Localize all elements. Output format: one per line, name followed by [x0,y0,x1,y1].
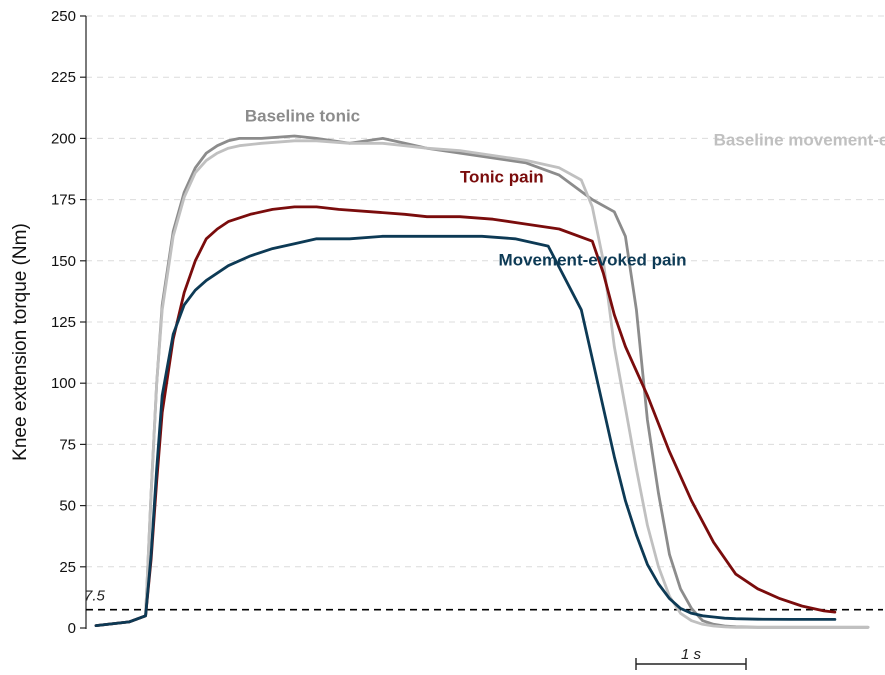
threshold-label: 7.5 [84,588,106,605]
series-label-baseline-tonic: Baseline tonic [245,106,360,125]
y-tick-label: 150 [51,253,76,270]
grid-lines [86,15,885,568]
series-labels: Baseline tonic Baseline movement-evoked To… [245,106,885,269]
y-tick-label: 50 [59,498,76,515]
scale-bar-label: 1 s [681,646,702,663]
y-tick-label: 100 [51,375,76,392]
series-label-baseline-movement-evoked: Baseline movement-evoked [714,131,885,150]
y-tick-label: 175 [51,192,76,209]
time-scale-bar: 1 s [635,646,747,670]
series-line-baseline-tonic [94,134,870,629]
y-tick-label: 225 [51,69,76,86]
y-tick-label: 0 [68,620,76,637]
series-lines [94,134,870,629]
y-tick-label: 200 [51,130,76,147]
series-label-tonic-pain: Tonic pain [460,167,544,186]
y-tick-label: 25 [59,559,76,576]
y-axis: 0 25 50 75 100 125 150 175 200 225 250 [51,8,87,637]
series-line-baseline-movement-evoked [94,139,870,629]
series-line-tonic-pain [94,205,837,627]
series-label-movement-evoked-pain: Movement-evoked pain [499,251,687,270]
threshold: 7.5 [84,588,883,611]
series-line-movement-evoked-pain [94,234,837,627]
y-tick-label: 125 [51,314,76,331]
y-tick-label: 250 [51,8,76,25]
y-axis-label: Knee extension torque (Nm) [10,223,31,461]
y-tick-label: 75 [59,436,76,453]
